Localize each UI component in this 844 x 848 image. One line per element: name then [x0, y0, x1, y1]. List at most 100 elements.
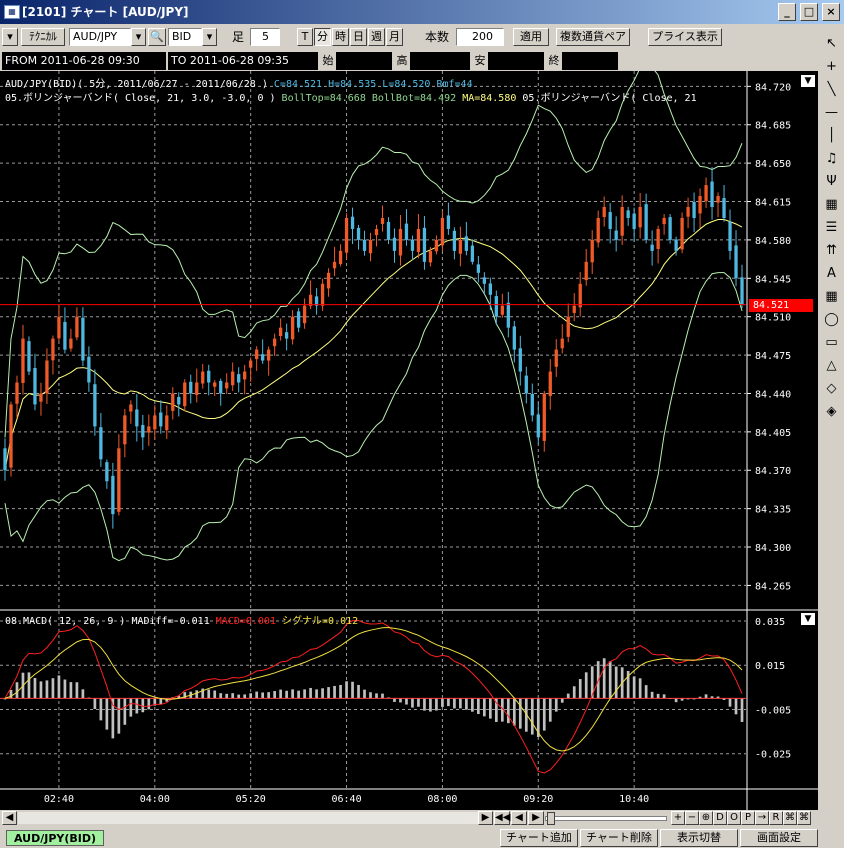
candle-body	[153, 415, 157, 430]
madiff-bar	[500, 698, 504, 722]
screen-settings-button[interactable]: 画面設定	[740, 829, 818, 847]
maximize-button[interactable]: □	[800, 3, 818, 21]
rectangle-icon[interactable]: ▭	[821, 332, 842, 353]
interval-unit-hour[interactable]: 時	[332, 28, 349, 46]
text-icon[interactable]: A	[821, 263, 842, 284]
chart-tab[interactable]: AUD/JPY(BID)	[6, 830, 104, 846]
grid-icon[interactable]: ▦	[821, 286, 842, 307]
triangle-icon[interactable]: △	[821, 355, 842, 376]
minimize-button[interactable]: _	[778, 3, 796, 21]
macd-legend-madiff: MADiff=-0.011	[131, 616, 210, 627]
window-titlebar[interactable]: ▦ [2101] チャート [AUD/JPY] _ □ ×	[0, 0, 844, 24]
chart-area[interactable]: 84.720 84.685 84.650 84.615 84.580 84.545 84.5…	[0, 71, 818, 810]
madiff-bar	[548, 698, 552, 722]
y-tick-label: 84.405	[755, 428, 791, 439]
side-select[interactable]: BID	[168, 28, 202, 46]
scroll-next-icon[interactable]: ▶	[528, 811, 544, 825]
arrow-up-icon[interactable]: ⇈	[821, 240, 842, 261]
trendline-icon[interactable]: ╲	[821, 79, 842, 100]
pair-select[interactable]: AUD/JPY	[69, 28, 131, 46]
main-legend-title: AUD/JPY(BID)( 5分, 2011/06/27 - 2011/06/2…	[5, 79, 268, 90]
x-tick-label: 05:20	[236, 794, 266, 805]
crosshair-icon[interactable]: +	[821, 56, 842, 77]
chart-scrollbar[interactable]: ◀ ▶ ◀◀ ◀ ▶ + − ⊕ D O P → R ⌘ ⌘	[0, 810, 818, 826]
axes: 84.720 84.685 84.650 84.615 84.580 84.545 84.5…	[0, 71, 818, 810]
candle-body	[572, 305, 576, 313]
boll-legend-ma: MA=84.580	[462, 93, 517, 104]
close-label: 終	[546, 52, 562, 70]
interval-unit-day[interactable]: 日	[350, 28, 367, 46]
scroll-prev-icon[interactable]: ◀	[511, 811, 527, 825]
candle-body	[446, 215, 451, 229]
price-display-button[interactable]: プライス表示	[648, 28, 722, 46]
candle-body	[63, 321, 67, 350]
macd-legend: 08.MACD( 12, 26, 9 ) MADiff=-0.011 MACD=…	[5, 612, 358, 627]
boll-top-line	[4, 71, 743, 438]
technical-button[interactable]: ﾃｸﾆｶﾙ	[21, 28, 65, 46]
to-value: 2011-06-28 09:35	[189, 54, 290, 67]
scroll-right-arrow-icon[interactable]: ▶	[478, 811, 493, 825]
settings-icon[interactable]: ⌘	[783, 811, 797, 825]
zoom-slider-thumb[interactable]	[547, 812, 555, 825]
madiff-bar	[626, 671, 630, 699]
candle-body	[165, 415, 169, 431]
candle-body	[494, 296, 498, 317]
d-button[interactable]: D	[713, 811, 727, 825]
pair-dropdown-icon[interactable]: ▾	[131, 28, 146, 46]
main-panel-menu-icon[interactable]: ▼	[801, 75, 815, 87]
side-dropdown-icon[interactable]: ▾	[202, 28, 217, 46]
search-icon[interactable]: 🔍	[148, 28, 166, 46]
madiff-bar	[15, 682, 19, 699]
pitchfork-icon[interactable]: Ψ	[821, 171, 842, 192]
candle-body	[147, 426, 151, 433]
candle-body	[332, 261, 337, 269]
interval-unit-week[interactable]: 週	[368, 28, 385, 46]
r-button[interactable]: R	[769, 811, 783, 825]
multi-pair-button[interactable]: 複数通貨ペア	[556, 28, 630, 46]
open-value	[336, 52, 392, 70]
add-chart-button[interactable]: チャート追加	[500, 829, 578, 847]
madiff-bar	[45, 680, 49, 699]
zoom-in-icon[interactable]: +	[671, 811, 685, 825]
madiff-bar	[111, 698, 115, 739]
ellipse-icon[interactable]: ◯	[821, 309, 842, 330]
zoom-slider[interactable]	[545, 816, 667, 821]
madiff-bar	[680, 698, 684, 701]
fibonacci-icon[interactable]: ▦	[821, 194, 842, 215]
scroll-first-icon[interactable]: ◀◀	[494, 811, 511, 825]
interval-unit-minute[interactable]: 分	[314, 28, 331, 46]
madiff-bar	[165, 698, 169, 702]
alert-bell-icon[interactable]: ♫	[821, 148, 842, 169]
toolbar-menu-button[interactable]: ▾	[2, 28, 18, 46]
count-input[interactable]: 200	[456, 28, 504, 46]
cursor-icon[interactable]: ↖	[821, 33, 842, 54]
candle-body	[692, 201, 696, 218]
y-tick-label: 84.650	[755, 159, 791, 170]
close-button[interactable]: ×	[822, 3, 840, 21]
hline-icon[interactable]: —	[821, 102, 842, 123]
settings-2-icon[interactable]: ⌘	[797, 811, 811, 825]
macd-panel-menu-icon[interactable]: ▼	[801, 613, 815, 625]
boll-legend-name: 05.ボリンジャーバンド( Close, 21, 3.0, -3.0, 0 )	[5, 93, 276, 104]
interval-unit-month[interactable]: 月	[386, 28, 403, 46]
eraser-all-icon[interactable]: ◈	[821, 401, 842, 422]
madiff-bar	[429, 698, 432, 712]
zoom-fit-icon[interactable]: ⊕	[699, 811, 713, 825]
interval-input[interactable]: 5	[250, 28, 280, 46]
toggle-display-button[interactable]: 表示切替	[660, 829, 738, 847]
chart-svg[interactable]: 84.720 84.685 84.650 84.615 84.580 84.545 84.5…	[0, 71, 818, 810]
interval-unit-tick[interactable]: T	[297, 28, 313, 46]
delete-chart-button[interactable]: チャート削除	[580, 829, 658, 847]
vline-icon[interactable]: │	[821, 125, 842, 146]
jump-end-icon[interactable]: →	[755, 811, 769, 825]
candle-body	[207, 370, 211, 383]
quadrant-icon[interactable]: ☰	[821, 217, 842, 238]
scroll-left-arrow-icon[interactable]: ◀	[2, 811, 17, 825]
p-button[interactable]: P	[741, 811, 755, 825]
scroll-track[interactable]	[18, 812, 484, 824]
o-button[interactable]: O	[727, 811, 741, 825]
zoom-out-icon[interactable]: −	[685, 811, 699, 825]
eraser-icon[interactable]: ◇	[821, 378, 842, 399]
madiff-bar	[459, 698, 462, 709]
apply-button[interactable]: 適用	[513, 28, 549, 46]
